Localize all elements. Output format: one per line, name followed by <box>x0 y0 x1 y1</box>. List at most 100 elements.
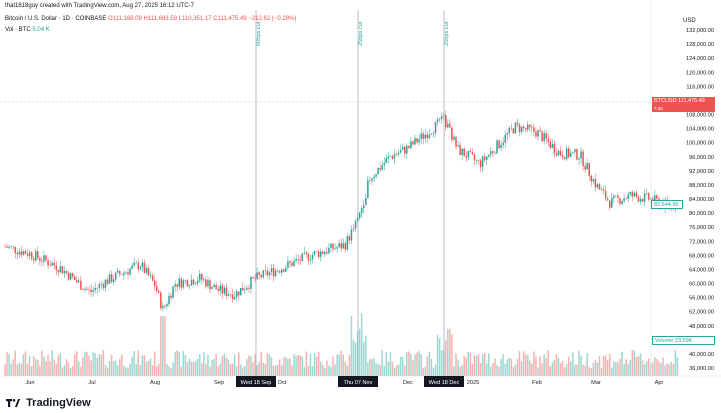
volume-bar <box>512 367 515 376</box>
volume-bar <box>543 354 545 376</box>
volume-bar <box>283 357 285 376</box>
candle-body <box>383 163 385 166</box>
candle-body <box>508 127 511 134</box>
volume-bar <box>137 350 139 376</box>
candle-body <box>348 236 351 241</box>
candle-body <box>49 265 51 266</box>
volume-bar <box>78 361 80 376</box>
volume-bar <box>533 351 535 376</box>
candle-body <box>65 270 68 274</box>
volume-bar <box>611 367 613 376</box>
candle-body <box>627 194 629 199</box>
candle-body <box>90 289 92 292</box>
volume-bar <box>656 359 658 376</box>
volume-bar <box>223 353 226 376</box>
volume-bar <box>557 357 560 376</box>
candle-body <box>190 279 193 286</box>
volume-bar <box>354 342 357 376</box>
candle-body <box>227 294 230 296</box>
volume-bar <box>619 358 621 376</box>
time-highlight-label: Wed 18 Sep <box>241 380 272 386</box>
volume-bar <box>67 362 70 376</box>
volume-bar <box>518 351 521 376</box>
candle-body <box>424 134 426 139</box>
volume-bar <box>92 351 94 376</box>
candle-body <box>358 212 361 218</box>
candle-body <box>18 251 21 255</box>
symbol-legend[interactable]: Bitcoin / U.S. Dollar · 1D · COINBASE O1… <box>5 16 296 22</box>
price-tick-label: 76,000.00 <box>689 225 714 231</box>
volume-bar <box>80 366 82 376</box>
candle-body <box>555 152 558 156</box>
volume-bar <box>365 335 367 376</box>
volume-bar <box>252 362 254 376</box>
volume-bar <box>51 350 53 376</box>
volume-bar <box>291 365 293 376</box>
candle-body <box>82 289 84 291</box>
candle-body <box>233 296 236 300</box>
volume-bar <box>426 356 429 376</box>
volume-bar <box>104 364 107 376</box>
candles <box>4 110 679 312</box>
candle-body <box>578 158 580 160</box>
candle-body <box>654 195 656 202</box>
volume-bar <box>658 361 660 376</box>
volume-bar <box>451 334 453 376</box>
volume-bar <box>213 359 215 376</box>
candle-body <box>471 152 474 155</box>
volume-bar <box>57 355 60 376</box>
volume-bar <box>545 358 547 376</box>
currency-label: USD <box>683 18 696 24</box>
candle-body <box>588 163 590 176</box>
volume-bar <box>145 361 148 376</box>
candle-body <box>59 266 62 273</box>
candle-body <box>416 138 418 143</box>
candle-body <box>674 208 677 210</box>
volume-bar <box>47 354 49 376</box>
volume-bar <box>293 353 295 376</box>
volume-bar <box>24 351 27 376</box>
candle-body <box>47 260 49 266</box>
volume-bars <box>4 313 679 376</box>
volume-bar <box>73 354 76 376</box>
volume-bar <box>346 365 349 376</box>
candle-body <box>498 140 500 148</box>
candle-body <box>500 145 502 148</box>
candle-body <box>340 243 342 249</box>
candle-body <box>481 156 484 168</box>
volume-bar <box>522 351 525 376</box>
volume-bar <box>199 354 201 376</box>
volume-bar <box>270 357 273 376</box>
volume-bar <box>309 353 312 376</box>
candle-body <box>76 279 78 282</box>
volume-bar <box>141 355 144 376</box>
volume-bar <box>129 363 131 376</box>
candle-body <box>32 258 35 261</box>
candle-body <box>410 141 412 149</box>
volume-bar <box>207 354 209 376</box>
volume-bar <box>268 354 271 376</box>
volume-bar <box>338 354 340 376</box>
volume-bar <box>90 360 92 376</box>
tradingview-brand[interactable]: TradingView <box>6 397 91 409</box>
candle-body <box>22 251 25 255</box>
candle-body <box>133 262 135 266</box>
candle-body <box>375 174 377 177</box>
volume-bar <box>660 362 662 376</box>
volume-bar <box>334 364 336 376</box>
candle-body <box>428 134 431 139</box>
candle-body <box>141 262 144 268</box>
candle-body <box>240 287 242 296</box>
time-tick-label: Sep <box>214 380 224 386</box>
price-tick-label: 60,000.00 <box>689 282 714 288</box>
price-tick-label: 88,000.00 <box>689 183 714 189</box>
volume-bar <box>453 366 455 376</box>
candle-body <box>78 280 80 282</box>
volume-legend[interactable]: Vol · BTC 5.04 K <box>5 27 50 33</box>
candle-body <box>57 270 60 273</box>
volume-bar <box>549 366 552 376</box>
volume-bar <box>570 361 572 376</box>
last-price-symbol: BTCUSD <box>654 98 677 104</box>
volume-bar <box>420 354 422 376</box>
